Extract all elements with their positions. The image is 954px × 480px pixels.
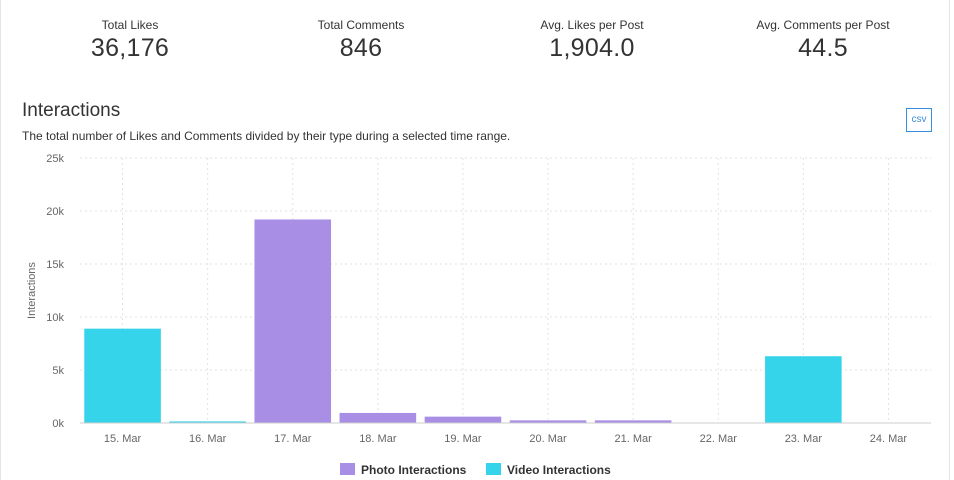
bar-photo xyxy=(254,219,332,423)
stat-label: Avg. Comments per Post xyxy=(756,18,890,32)
csv-export-button[interactable]: csv xyxy=(906,108,932,132)
stats-row: Total Likes 36,176 Total Comments 846 Av… xyxy=(1,0,951,70)
x-tick-label: 20. Mar xyxy=(529,433,567,445)
bar-photo xyxy=(509,420,587,423)
x-tick-label: 22. Mar xyxy=(700,433,738,445)
section-title: Interactions xyxy=(22,100,121,121)
chart-legend: Photo Interactions Video Interactions xyxy=(0,463,954,479)
legend-swatch-photo xyxy=(340,463,355,475)
legend-item-photo[interactable]: Photo Interactions xyxy=(340,463,466,477)
stat-value: 36,176 xyxy=(90,34,170,62)
stat-total-likes: Total Likes 36,176 xyxy=(15,0,245,63)
legend-label: Video Interactions xyxy=(507,463,611,477)
x-tick-label: 21. Mar xyxy=(615,433,653,445)
legend-item-video[interactable]: Video Interactions xyxy=(486,463,611,477)
stat-total-comments: Total Comments 846 xyxy=(246,0,476,63)
x-tick-label: 24. Mar xyxy=(870,433,908,445)
stat-avg-comments: Avg. Comments per Post 44.5 xyxy=(708,0,938,63)
y-tick-label: 15k xyxy=(46,259,64,271)
legend-swatch-video xyxy=(486,463,501,475)
stat-avg-likes: Avg. Likes per Post 1,904.0 xyxy=(477,0,707,63)
section-subtitle: The total number of Likes and Comments d… xyxy=(22,129,511,143)
bar-photo xyxy=(339,412,417,423)
x-tick-label: 19. Mar xyxy=(444,433,482,445)
bar-photo xyxy=(424,416,502,423)
legend-label: Photo Interactions xyxy=(361,463,467,477)
interactions-chart: 0k 5k 10k 15k 20k 25k 15. Mar 16. Mar 17. Mar 18.… xyxy=(26,153,931,445)
stat-value: 846 xyxy=(339,34,383,62)
bar-photo xyxy=(594,420,672,423)
bar-video xyxy=(765,356,842,423)
x-tick-label: 23. Mar xyxy=(785,433,823,445)
bar-video xyxy=(84,328,161,423)
stat-label: Total Likes xyxy=(101,18,159,32)
x-tick-label: 15. Mar xyxy=(104,433,142,445)
x-tick-label: 18. Mar xyxy=(359,433,397,445)
y-tick-label: 20k xyxy=(46,206,64,218)
y-axis-title: Interactions xyxy=(26,262,38,319)
y-tick-label: 25k xyxy=(46,153,64,165)
y-tick-label: 0k xyxy=(52,418,64,430)
y-tick-label: 10k xyxy=(46,312,64,324)
stat-label: Avg. Likes per Post xyxy=(540,18,644,32)
y-tick-label: 5k xyxy=(52,365,64,377)
stat-label: Total Comments xyxy=(317,18,405,32)
bar-video xyxy=(169,421,246,423)
x-tick-label: 16. Mar xyxy=(189,433,227,445)
stat-value: 1,904.0 xyxy=(549,34,635,62)
stat-value: 44.5 xyxy=(798,34,848,62)
x-tick-label: 17. Mar xyxy=(274,433,312,445)
